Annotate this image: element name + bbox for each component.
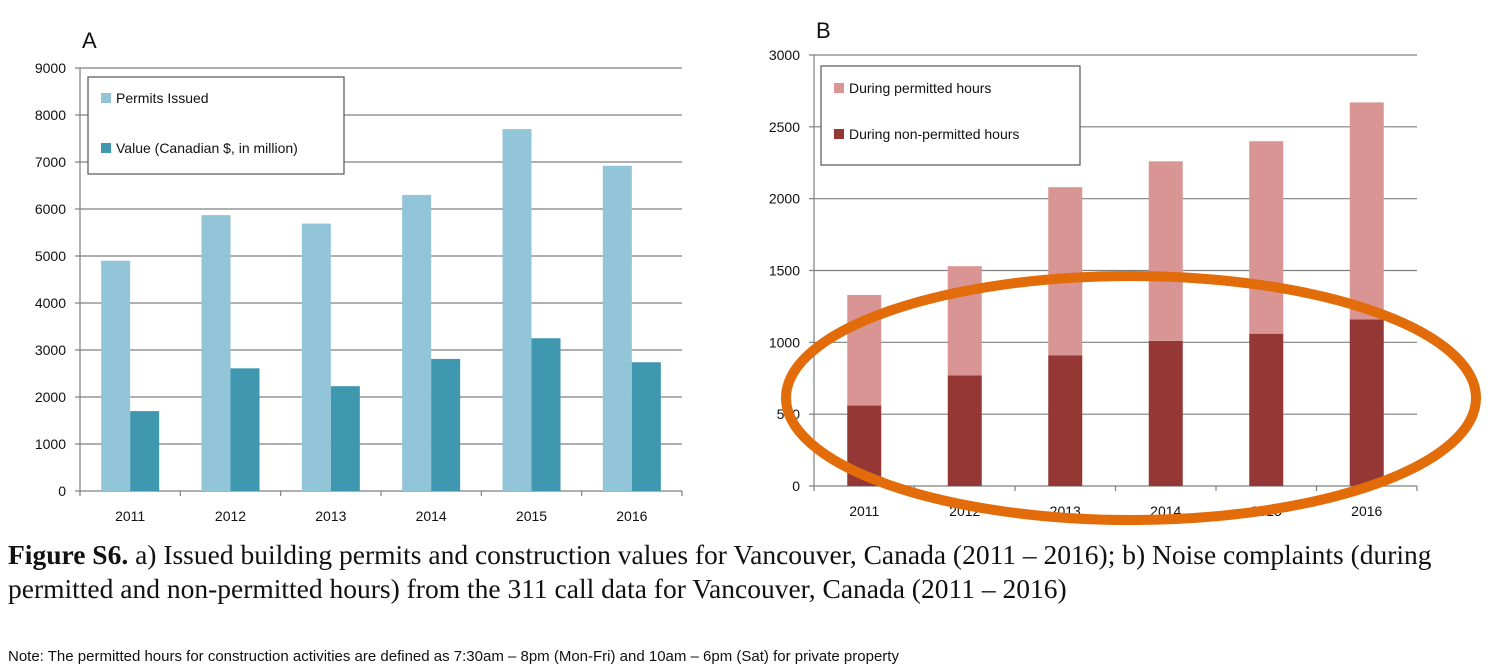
x-tick-label: 2011 — [115, 508, 145, 524]
legend: During permitted hours During non-permitt… — [820, 65, 1081, 166]
x-tick-label: 2013 — [315, 508, 346, 524]
bar-value — [631, 362, 661, 491]
y-tick-label: 5000 — [35, 248, 66, 264]
y-tick-label: 1000 — [769, 334, 800, 350]
bar-value — [531, 338, 561, 491]
x-tick-label: 2015 — [516, 508, 547, 524]
x-tick-label: 2016 — [1351, 503, 1382, 519]
bar-value — [330, 386, 360, 491]
bar-non-permitted — [1048, 355, 1083, 486]
legend-label: Permits Issued — [116, 90, 209, 106]
x-tick-label: 2012 — [215, 508, 246, 524]
caption-label: Figure S6. — [8, 539, 129, 570]
legend-label: Value (Canadian $, in million) — [116, 140, 298, 156]
bar-permits-issued — [602, 165, 632, 491]
bar-value — [130, 411, 160, 491]
legend-label: During non-permitted hours — [849, 126, 1019, 142]
x-tick-label: 2014 — [416, 508, 447, 524]
figure-note: Note: The permitted hours for constructi… — [8, 648, 899, 665]
panel-b-label: B — [816, 18, 831, 43]
bar-non-permitted — [1148, 340, 1183, 486]
bar-non-permitted — [1249, 333, 1284, 486]
y-tick-label: 0 — [58, 483, 66, 499]
bar-permits-issued — [301, 223, 331, 491]
bar-non-permitted — [947, 375, 982, 486]
bar-permitted — [1349, 102, 1384, 320]
bar-permitted — [947, 266, 982, 376]
legend-box — [820, 65, 1081, 166]
y-tick-label: 6000 — [35, 201, 66, 217]
y-tick-label: 3000 — [769, 47, 800, 63]
y-tick-label: 8000 — [35, 107, 66, 123]
bar-value — [230, 368, 260, 491]
bar-permits-issued — [402, 194, 432, 491]
y-tick-label: 1000 — [35, 436, 66, 452]
y-tick-label: 7000 — [35, 154, 66, 170]
y-tick-label: 0 — [792, 478, 800, 494]
y-tick-label: 1500 — [769, 263, 800, 279]
y-tick-label: 3000 — [35, 342, 66, 358]
bar-permitted — [1048, 187, 1083, 356]
legend: Permits Issued Value (Canadian $, in mill… — [87, 76, 345, 175]
caption-text: a) Issued building permits and construct… — [8, 539, 1432, 604]
bar-permitted — [1249, 141, 1284, 334]
legend-swatch — [101, 93, 111, 103]
y-tick-label: 4000 — [35, 295, 66, 311]
bar-permits-issued — [101, 260, 131, 491]
highlight-ellipse — [781, 271, 1481, 525]
bar-non-permitted — [1349, 319, 1384, 486]
legend-box — [87, 76, 345, 175]
legend-label: During permitted hours — [849, 80, 991, 96]
bar-permits-issued — [502, 129, 532, 491]
legend-swatch — [101, 143, 111, 153]
panel-a-label: A — [82, 28, 97, 53]
bar-permits-issued — [201, 215, 231, 492]
y-tick-label: 2000 — [35, 389, 66, 405]
legend-swatch — [834, 83, 844, 93]
y-tick-label: 2000 — [769, 191, 800, 207]
x-tick-label: 2016 — [616, 508, 647, 524]
x-tick-label: 2011 — [849, 503, 879, 519]
legend-swatch — [834, 129, 844, 139]
chart-a: 0 1000 2000 3000 4000 5000 6000 7000 8000 9000 201… — [35, 60, 683, 524]
bar-permitted — [1148, 161, 1183, 341]
y-tick-label: 9000 — [35, 60, 66, 76]
bar-value — [431, 358, 461, 491]
y-tick-label: 2500 — [769, 119, 800, 135]
figure-caption: Figure S6. a) Issued building permits an… — [8, 538, 1493, 606]
